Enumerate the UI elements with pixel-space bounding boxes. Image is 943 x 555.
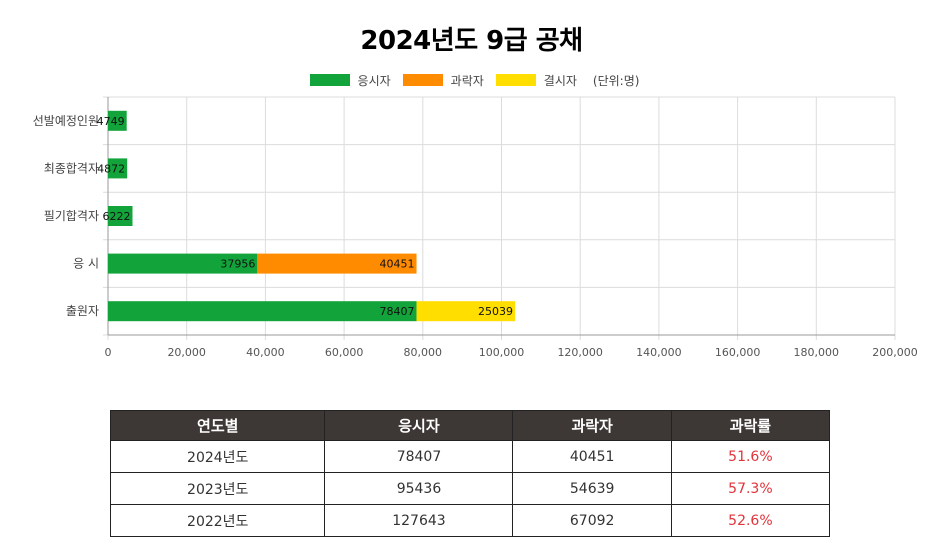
bar-applicants: [108, 253, 258, 274]
x-tick-label: 180,000: [794, 346, 840, 359]
table-row: 2022년도 127643 67092 52.6%: [109, 504, 831, 537]
table-row: 2023년도 95436 54639 57.3%: [109, 472, 831, 505]
table-cell-fail-rate: 51.6%: [670, 440, 831, 473]
table-row: 2024년도 78407 40451 51.6%: [109, 440, 831, 473]
bar-applicants: [108, 206, 133, 226]
table-cell-year: 2023년도: [109, 472, 326, 505]
x-tick-label: 120,000: [557, 346, 603, 359]
x-tick-label: 100,000: [479, 346, 525, 359]
bar-failed: [257, 253, 417, 274]
table-cell-applicants: 78407: [324, 440, 514, 473]
x-tick-label: 0: [105, 346, 112, 359]
x-tick-label: 40,000: [246, 346, 285, 359]
data-label: 78407: [380, 305, 415, 318]
data-label: 4749: [97, 115, 125, 128]
stats-table: 연도별 응시자 과락자 과락률 2024년도 78407 40451 51.6%…: [109, 410, 831, 537]
table-cell-year: 2022년도: [109, 504, 326, 537]
y-category-label: 응 시: [73, 257, 99, 271]
legend-label-absent: 결시자: [543, 73, 577, 88]
chart-legend: 응시자 과락자 결시자 (단위:명): [0, 72, 943, 88]
y-category-label: 최종합격자: [44, 161, 99, 175]
x-tick-label: 160,000: [715, 346, 761, 359]
y-category-label: 선발예정인원: [33, 114, 99, 128]
legend-item-failed[interactable]: 과락자: [402, 72, 484, 89]
legend-label-failed: 과락자: [450, 73, 484, 88]
chart-title: 2024년도 9급 공채: [360, 26, 583, 56]
legend-swatch-failed: [402, 74, 443, 86]
table-cell-year: 2024년도: [109, 440, 326, 473]
table-header-applicants: 응시자: [324, 410, 514, 441]
x-tick-label: 80,000: [404, 346, 443, 359]
data-label: 4872: [97, 162, 125, 175]
table-cell-failed: 40451: [512, 440, 672, 473]
data-label: 40451: [380, 258, 415, 271]
bar-chart: 0 20,000 40,000 60,000 80,000 100,000 120,000 1…: [33, 96, 918, 359]
table-header-failed: 과락자: [512, 410, 672, 441]
table-cell-failed: 67092: [512, 504, 672, 537]
table-header-row: 연도별 응시자 과락자 과락률: [109, 410, 831, 441]
table-cell-fail-rate: 57.3%: [670, 472, 831, 505]
data-label: 25039: [478, 305, 513, 318]
table-header-fail-rate: 과락률: [670, 410, 831, 441]
table-cell-applicants: 127643: [324, 504, 514, 537]
legend-item-applicants[interactable]: 응시자: [309, 72, 391, 89]
x-tick-label: 140,000: [636, 346, 682, 359]
data-label: 6222: [102, 210, 130, 223]
data-label: 37956: [220, 258, 255, 271]
bar-applicants: [108, 301, 417, 322]
x-tick-label: 200,000: [872, 346, 918, 359]
bar-absent: [416, 301, 516, 322]
legend-item-absent[interactable]: 결시자: [495, 72, 577, 89]
table-cell-applicants: 95436: [324, 472, 514, 505]
legend-swatch-absent: [495, 74, 536, 86]
x-tick-label: 60,000: [325, 346, 364, 359]
x-tick-label: 20,000: [167, 346, 206, 359]
y-category-label: 필기합격자: [44, 209, 99, 223]
bar-applicants: [108, 158, 128, 179]
y-category-label: 출원자: [66, 304, 99, 318]
table-cell-failed: 54639: [512, 472, 672, 505]
legend-swatch-applicants: [309, 74, 350, 86]
legend-label-applicants: 응시자: [357, 73, 391, 88]
table-cell-fail-rate: 52.6%: [670, 504, 831, 537]
table-header-year: 연도별: [109, 410, 326, 441]
legend-unit: (단위:명): [592, 73, 640, 88]
bar-applicants: [108, 110, 127, 131]
